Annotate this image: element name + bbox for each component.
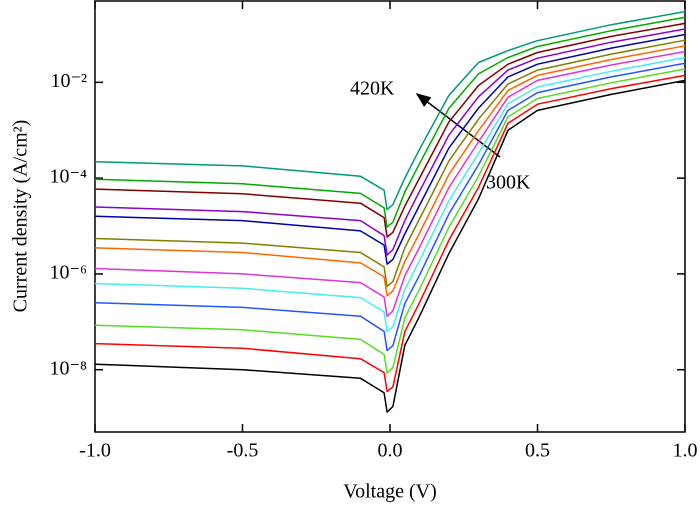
x-tick-label: 0.0	[378, 440, 403, 462]
data-line	[94, 50, 686, 318]
x-axis-label: Voltage (V)	[343, 481, 437, 503]
data-line	[94, 39, 686, 288]
annotation-arrow	[415, 93, 501, 158]
x-tick-label: -1.0	[79, 440, 111, 462]
annotation: 420K	[350, 78, 395, 100]
y-tick-label: 10⁻²	[50, 70, 87, 92]
y-tick-label: 10⁻⁴	[49, 166, 87, 188]
data-line	[94, 79, 686, 413]
y-tick-label: 10⁻⁶	[49, 262, 87, 284]
data-line	[94, 22, 686, 238]
data-line	[94, 16, 686, 228]
x-tick-label: -0.5	[227, 440, 259, 462]
data-line	[94, 10, 686, 211]
y-axis-label: Current density (A/cm²)	[10, 120, 32, 313]
annotation: 300K	[486, 172, 531, 194]
data-line	[94, 56, 686, 333]
data-line	[94, 68, 686, 374]
data-line	[94, 74, 686, 393]
data-line	[94, 28, 686, 256]
x-tick-label: 0.5	[525, 440, 550, 462]
x-tick-label: 1.0	[673, 440, 698, 462]
data-line	[94, 45, 686, 297]
data-line	[94, 62, 686, 352]
y-tick-label: 10⁻⁸	[49, 357, 87, 379]
data-line	[94, 33, 686, 265]
